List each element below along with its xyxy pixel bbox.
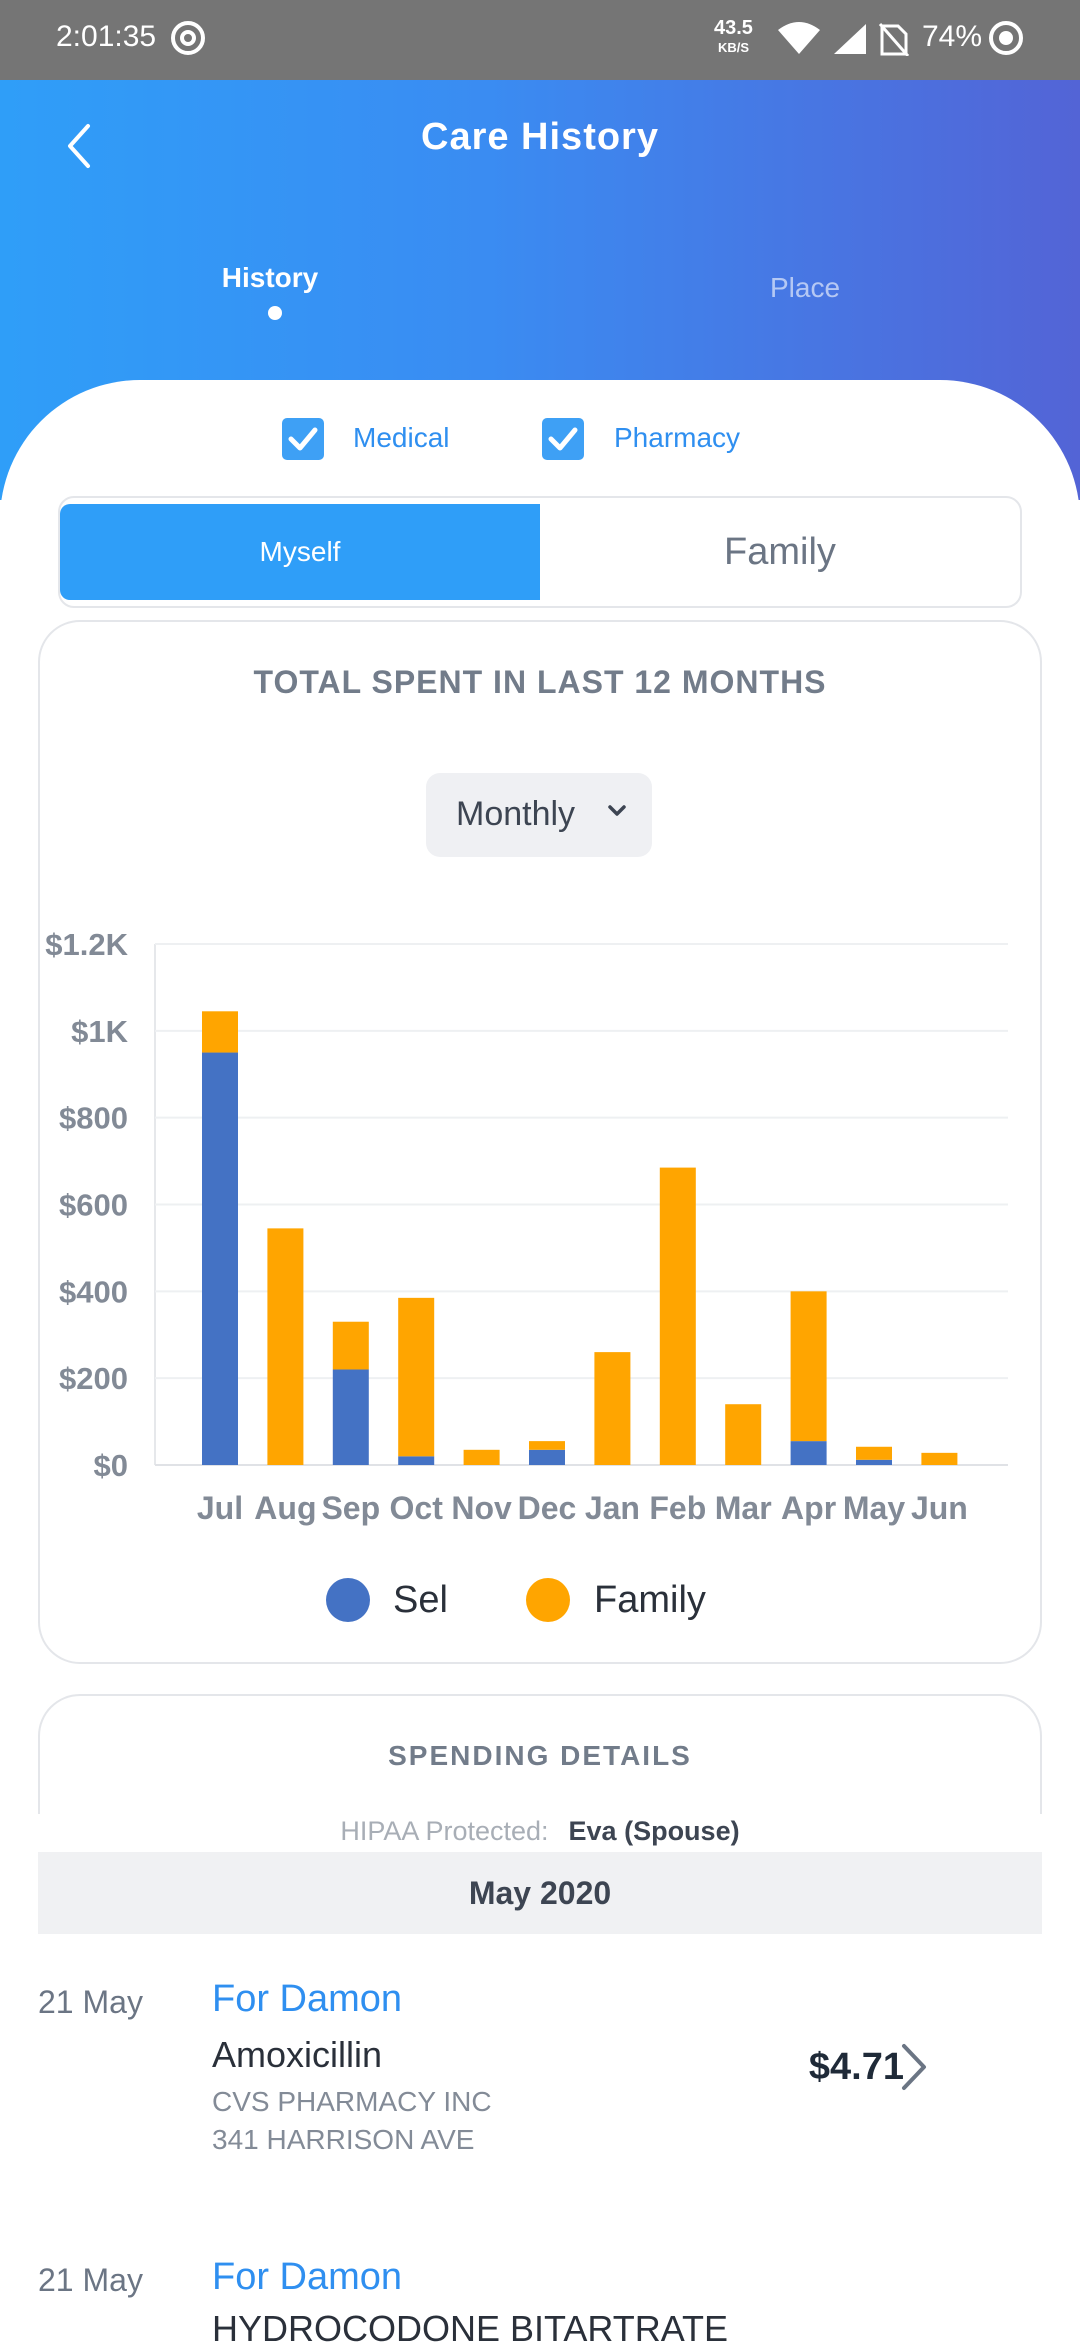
transaction-date: 21 May <box>38 2262 143 2298</box>
bar-family-mar <box>725 1404 762 1465</box>
wifi-icon <box>778 22 820 54</box>
transaction-address: 341 HARRISON AVE <box>212 2124 475 2155</box>
bar-family-jun <box>921 1452 958 1465</box>
bar-sel-sep <box>332 1369 369 1465</box>
hipaa-notice: HIPAA Protected: Eva (Spouse) <box>340 1816 740 1846</box>
bar-family-sep <box>332 1321 369 1370</box>
bar-family-jul <box>202 1011 238 1053</box>
x-tick-label: Nov <box>451 1490 512 1526</box>
bar-sel-apr <box>790 1441 827 1465</box>
tab-history[interactable]: History <box>221 262 319 293</box>
x-tick-label: Jun <box>911 1490 968 1526</box>
spending-details-title: SPENDING DETAILS <box>388 1740 692 1771</box>
bar-family-apr <box>790 1291 827 1442</box>
no-sim-icon <box>878 23 910 56</box>
spend-card <box>38 620 1042 1664</box>
bar-family-aug <box>267 1228 304 1465</box>
battery-icon <box>989 21 1023 55</box>
y-tick-label: $1K <box>71 1014 128 1049</box>
transaction-date: 21 May <box>38 1984 143 2020</box>
status-bar: 2:01:35 43.5 KB/S 74% <box>0 0 1080 80</box>
transaction-for: For Damon <box>212 2256 403 2298</box>
medical-label[interactable]: Medical <box>353 422 450 453</box>
bar-family-oct <box>398 1297 435 1457</box>
medical-checkbox[interactable] <box>282 418 324 460</box>
period-dropdown[interactable]: Monthly <box>426 773 652 857</box>
transaction-name: Amoxicillin <box>212 2034 383 2075</box>
page-title: Care History <box>421 116 659 158</box>
x-tick-label: Apr <box>781 1490 836 1526</box>
cell-signal-icon <box>834 24 866 54</box>
bar-family-dec <box>529 1441 565 1450</box>
bar-sel-dec <box>529 1449 565 1465</box>
legend-swatch-sel <box>326 1578 370 1622</box>
sync-icon <box>171 21 205 55</box>
transaction-amount: $4.71 <box>808 2046 904 2088</box>
network-speed: 43.5 KB/S <box>714 17 753 55</box>
status-time: 2:01:35 <box>56 20 157 53</box>
y-tick-label: $0 <box>94 1448 128 1483</box>
x-tick-label: Aug <box>254 1490 316 1526</box>
y-tick-label: $400 <box>59 1274 128 1309</box>
bar-sel-may <box>856 1459 892 1465</box>
x-tick-label: Sep <box>321 1490 380 1526</box>
transaction-for: For Damon <box>212 1978 403 2020</box>
bar-family-feb <box>659 1167 696 1465</box>
chevron-down-icon <box>608 805 626 816</box>
segment-myself[interactable]: Myself <box>60 504 540 600</box>
spend-card-title: TOTAL SPENT IN LAST 12 MONTHS <box>253 664 827 700</box>
pharmacy-label[interactable]: Pharmacy <box>614 422 741 453</box>
x-tick-label: Mar <box>715 1490 772 1526</box>
legend-swatch-family <box>526 1578 570 1622</box>
content-sheet <box>0 380 1080 2340</box>
chevron-right-icon[interactable] <box>892 2040 932 2094</box>
pharmacy-checkbox[interactable] <box>542 418 584 460</box>
month-header: May 2020 <box>38 1852 1042 1934</box>
tab-place[interactable]: Place <box>769 272 841 303</box>
legend-label-family: Family <box>594 1579 706 1621</box>
y-tick-label: $1.2K <box>45 927 128 962</box>
x-tick-label: Dec <box>518 1490 577 1526</box>
segment-family[interactable]: Family <box>724 531 836 573</box>
x-tick-label: Jul <box>197 1490 243 1526</box>
back-icon[interactable] <box>60 116 100 176</box>
battery-percent: 74% <box>922 20 983 53</box>
bar-sel-jul <box>202 1052 238 1465</box>
period-dropdown-label: Monthly <box>456 795 576 833</box>
transaction-vendor: CVS PHARMACY INC <box>212 2086 492 2117</box>
member-segmented-control <box>58 496 1022 608</box>
y-tick-label: $600 <box>59 1188 128 1223</box>
legend-label-sel: Sel <box>393 1579 448 1621</box>
bar-family-jan <box>594 1352 631 1465</box>
hipaa-member[interactable]: Eva (Spouse) <box>568 1816 740 1846</box>
x-tick-label: Feb <box>649 1490 706 1526</box>
active-tab-indicator <box>268 306 282 320</box>
spend-chart: $0 $200 $400 $600 $800 $1K $1.2K Jul Aug Sep Oct No… <box>45 927 1008 1622</box>
y-tick-label: $800 <box>59 1101 128 1136</box>
x-tick-label: Oct <box>390 1490 444 1526</box>
x-tick-label: Jan <box>585 1490 640 1526</box>
spending-details-card <box>38 1694 1042 1814</box>
bar-family-nov <box>463 1449 500 1465</box>
x-tick-label: May <box>843 1490 905 1526</box>
y-tick-label: $200 <box>59 1361 128 1396</box>
bar-family-may <box>856 1446 892 1460</box>
checkmark-icon <box>548 427 578 451</box>
bar-sel-oct <box>398 1456 435 1465</box>
transaction-name: HYDROCODONE BITARTRATE <box>212 2308 729 2349</box>
checkmark-icon <box>288 427 318 451</box>
